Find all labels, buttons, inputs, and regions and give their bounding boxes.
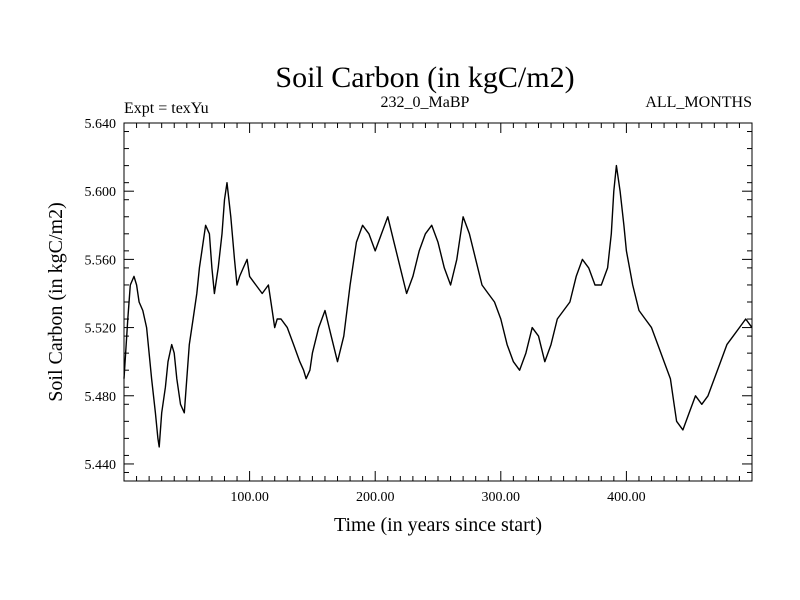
y-tick-label: 5.600 xyxy=(85,185,117,200)
y-tick-label: 5.560 xyxy=(85,253,117,268)
months-label: ALL_MONTHS xyxy=(645,94,752,111)
y-axis-label: Soil Carbon (in kgC/m2) xyxy=(45,202,67,401)
x-tick-label: 100.00 xyxy=(230,490,269,505)
x-tick-label: 400.00 xyxy=(607,490,646,505)
x-tick-label: 200.00 xyxy=(356,490,395,505)
y-tick-label: 5.640 xyxy=(85,117,117,132)
y-tick-label: 5.440 xyxy=(85,458,117,473)
axis-ticks xyxy=(124,122,752,481)
chart-title: Soil Carbon (in kgC/m2) xyxy=(275,61,574,94)
soil-carbon-series-line xyxy=(123,164,753,448)
experiment-label: Expt = texYu xyxy=(124,100,209,117)
x-tick-label: 300.00 xyxy=(482,490,521,505)
plot-frame xyxy=(123,122,753,482)
x-axis-label: Time (in years since start) xyxy=(334,514,542,536)
y-tick-label: 5.520 xyxy=(85,322,117,337)
time-period-label: 232_0_MaBP xyxy=(381,94,470,111)
axis-tick-labels: 100.00 200.00 300.00 400.00 5.440 5.480 5.520 5… xyxy=(85,117,646,505)
y-tick-label: 5.480 xyxy=(85,390,117,405)
